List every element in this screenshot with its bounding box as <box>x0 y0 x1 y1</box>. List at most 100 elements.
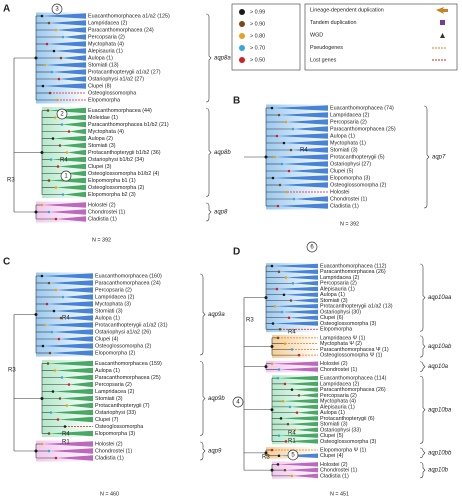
taxon-label: Ostariophysi (27) <box>330 161 371 167</box>
node-dot <box>63 425 67 428</box>
taxon-label: Percopsaria (2) <box>88 34 125 40</box>
clade-wedge <box>62 374 93 381</box>
node-dot <box>276 376 280 380</box>
clade-wedge <box>48 360 93 367</box>
taxon-label: Cladistia (1) <box>88 216 117 222</box>
clade-wedge <box>299 393 318 398</box>
clade-wedge <box>58 416 93 423</box>
annotation: R4 <box>300 148 308 154</box>
node-dot <box>285 190 289 194</box>
clade-wedge <box>47 301 93 307</box>
clade-wedge <box>61 315 93 321</box>
clade-wedge <box>69 381 93 388</box>
gene-label: aqp8 <box>214 210 228 216</box>
node-dot <box>276 463 280 466</box>
clade-wedge <box>49 430 93 437</box>
bracket <box>419 447 426 459</box>
clade-wedge <box>53 388 93 395</box>
gene-label: aqp10b <box>428 468 449 474</box>
taxon-label: Stomiati (3) <box>95 396 123 402</box>
node-dot <box>54 186 58 189</box>
node-dot <box>60 376 64 379</box>
node-dot <box>270 408 274 412</box>
node-dot <box>280 162 284 166</box>
clade-wedge <box>295 427 318 433</box>
node-dot <box>34 210 38 214</box>
annotation-circle <box>51 3 63 15</box>
taxon-label: Elopomorpha Ψ (1) <box>320 447 366 453</box>
gene-label: aqp10aa <box>428 295 452 301</box>
taxon-label: Aulopa (1) <box>330 133 355 139</box>
node-dot <box>283 468 287 472</box>
annotation: R4 <box>288 330 296 336</box>
taxon-label: Aulopa (1) <box>95 368 120 374</box>
annotation-circle <box>56 108 68 120</box>
node-dot <box>61 295 65 299</box>
sample-size: N = 392 <box>340 221 359 227</box>
taxon-label: Elopomorpha b1 (1) <box>88 178 136 184</box>
clade-wedge <box>282 309 318 315</box>
clade-wedge <box>277 286 318 292</box>
taxon-label: Ostariophysi a1/a2 (27) <box>88 76 144 82</box>
node-dot <box>40 397 44 400</box>
taxon-label: Paracanthomorphacea Ψ (1) <box>320 347 389 353</box>
support-dot <box>239 33 245 39</box>
gene-label: aqp8b <box>214 150 231 156</box>
taxon-label: Cladistia (1) <box>330 203 359 209</box>
taxon-label: Alepisauria (1) <box>320 286 355 292</box>
taxon-label: Osteoglossomorpha (2) <box>95 343 152 349</box>
clade-wedge <box>48 107 86 114</box>
node-dot <box>40 14 44 18</box>
taxon-label: Paracanthomorphacea (24) <box>88 27 154 33</box>
node-dot <box>283 342 287 345</box>
node-dot <box>277 113 281 117</box>
clade-wedge <box>277 133 328 139</box>
clade-wedge <box>288 421 318 427</box>
taxon-label: Myctophata (3) <box>95 301 131 307</box>
node-dot <box>47 432 51 435</box>
node-dot <box>276 204 280 208</box>
node-dot <box>264 451 268 455</box>
annotation: R1 <box>288 439 296 445</box>
clade-wedge <box>69 128 86 135</box>
clade-wedge <box>286 119 328 125</box>
node-dot <box>54 288 58 292</box>
node-dot <box>41 84 45 88</box>
taxon-label: Percopsaria (2) <box>95 382 132 388</box>
taxon-label: Elopomorpha (2) <box>95 350 135 356</box>
bracket <box>419 263 426 332</box>
clade-wedge <box>59 76 86 82</box>
node-dot <box>53 116 57 119</box>
taxon-label: Lampridacea (2) <box>330 112 369 118</box>
clade-wedge <box>283 398 318 404</box>
node-dot <box>53 369 57 372</box>
sample-size: N = 460 <box>100 491 119 497</box>
taxon-label: Osteoglossomorpha <box>95 424 143 430</box>
taxon-label: Euacanthomorphacea a1/a2 (125) <box>88 13 170 19</box>
node-dot <box>290 348 294 351</box>
node-dot <box>295 411 299 414</box>
taxon-label: Euacanthomorphacea (44) <box>88 108 152 114</box>
clade-wedge <box>47 41 86 47</box>
taxon-label: Elopomorpha b2 (3) <box>88 192 136 198</box>
node-dot <box>275 134 279 138</box>
taxon-label: Aulopa (1) <box>88 55 113 61</box>
support-dot <box>239 57 245 63</box>
clade-wedge <box>275 303 318 309</box>
taxon-label: Elopomorpha (3) <box>95 431 135 437</box>
taxon-label: Clupei (4) <box>320 453 344 459</box>
annotation: R3 <box>262 455 270 461</box>
node-dot <box>57 77 61 81</box>
clade-wedge <box>54 308 93 314</box>
bracket <box>205 108 212 197</box>
taxon-label: Stomiati (13) <box>88 62 119 68</box>
clade-wedge <box>280 182 328 188</box>
clade-wedge <box>43 83 86 89</box>
taxon-label: Osteoglossomorpha b1/b2 (4) <box>88 171 160 177</box>
node-dot <box>287 316 291 320</box>
taxon-label: Percopsaria (2) <box>320 281 357 287</box>
taxon-label: Percopsaria (2) <box>95 287 132 293</box>
gene-label: aqp10ba <box>428 407 452 413</box>
node-dot <box>55 98 59 102</box>
clade-wedge <box>279 453 318 459</box>
